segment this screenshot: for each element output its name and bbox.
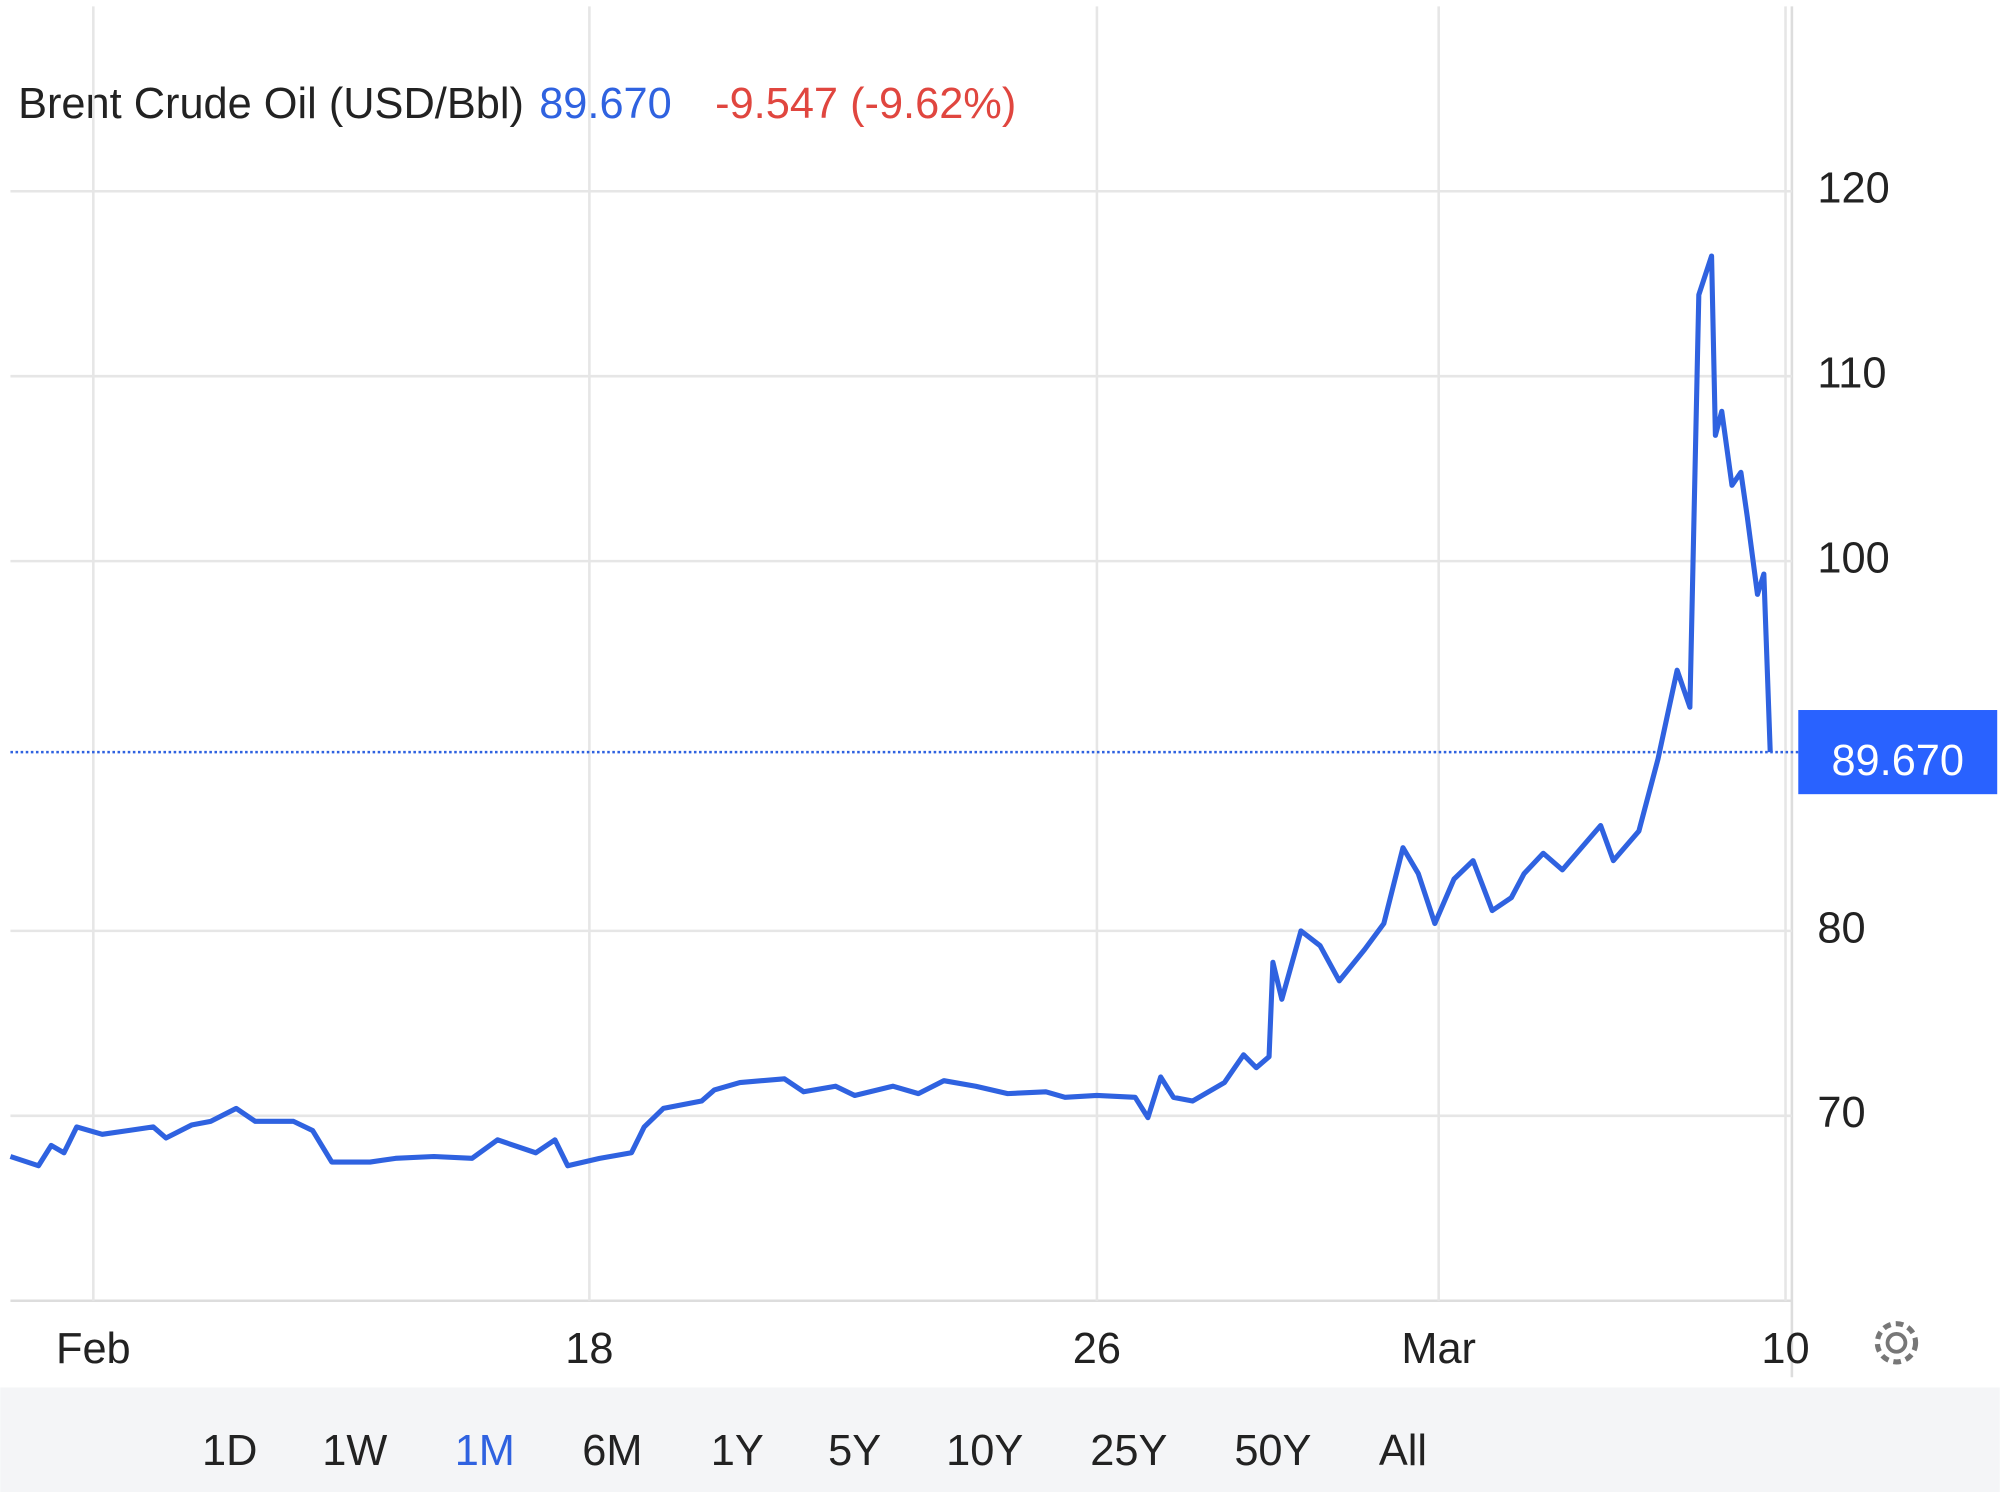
y-tick-label: 80	[1817, 904, 1865, 952]
range-button[interactable]: 1D	[202, 1427, 257, 1475]
title: Brent Crude Oil (USD/Bbl)	[18, 81, 524, 129]
x-tick-label: Mar	[1401, 1325, 1476, 1373]
range-button[interactable]: 25Y	[1090, 1427, 1167, 1475]
range-bar	[0, 1387, 2000, 1492]
range-button[interactable]: 5Y	[828, 1427, 881, 1475]
y-tick-label: 110	[1817, 350, 1886, 398]
range-button[interactable]: 1Y	[711, 1427, 764, 1475]
y-tick-label: 120	[1817, 165, 1889, 213]
x-tick-label: 10	[1761, 1325, 1809, 1373]
header: Brent Crude Oil (USD/Bbl) 89.670 -9.547 (-…	[18, 81, 1016, 129]
price: 89.670	[539, 81, 672, 129]
range-button[interactable]: 1M	[455, 1427, 515, 1475]
range-button[interactable]: 50Y	[1234, 1427, 1311, 1475]
settings-icon[interactable]	[1874, 1321, 1919, 1365]
x-tick-label: 26	[1073, 1325, 1121, 1373]
range-button[interactable]: All	[1379, 1427, 1427, 1475]
last-price-label: 89.670	[1831, 737, 1964, 785]
price-line	[9, 253, 1773, 1169]
change: -9.547 (-9.62%)	[715, 81, 1016, 129]
y-tick-label: 100	[1817, 535, 1889, 583]
range-button[interactable]: 10Y	[946, 1427, 1023, 1475]
range-button[interactable]: 1W	[322, 1427, 387, 1475]
x-tick-label: Feb	[56, 1325, 131, 1373]
x-tick-label: 18	[565, 1325, 613, 1373]
y-tick-label: 70	[1817, 1089, 1865, 1137]
last-price-badge	[1798, 710, 1998, 795]
range-button[interactable]: 6M	[582, 1427, 642, 1475]
